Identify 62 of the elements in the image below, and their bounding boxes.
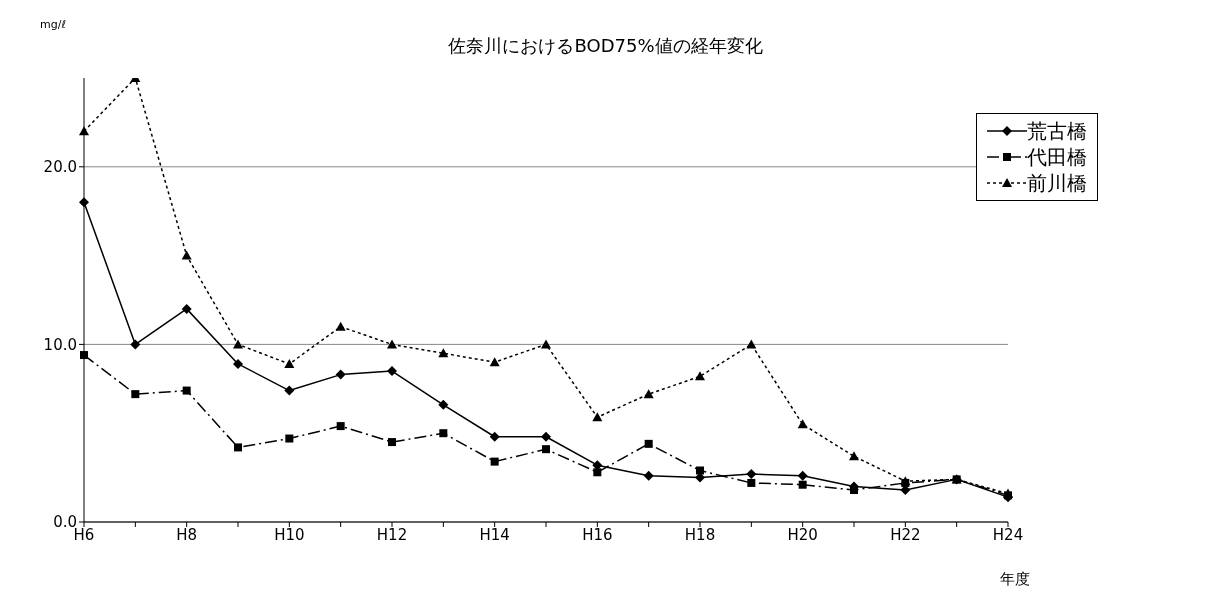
point xyxy=(592,412,603,422)
point xyxy=(489,357,500,367)
point xyxy=(80,351,88,360)
legend-label: 前川橋 xyxy=(1027,169,1087,197)
point xyxy=(234,443,242,452)
point xyxy=(79,197,89,208)
point xyxy=(335,321,346,331)
point xyxy=(439,429,448,438)
point xyxy=(490,457,499,466)
point xyxy=(233,358,243,369)
y-axis-title: mg/ℓ xyxy=(40,18,66,31)
x-tick-label: H20 xyxy=(787,525,818,544)
point xyxy=(542,445,550,454)
point xyxy=(541,431,551,442)
x-tick-label: H14 xyxy=(479,525,510,544)
point xyxy=(746,339,757,349)
legend-label: 荒古橋 xyxy=(1027,117,1087,145)
y-tick-label: 10.0 xyxy=(43,335,77,354)
point xyxy=(696,466,704,475)
point xyxy=(850,486,858,495)
point xyxy=(438,348,449,358)
point xyxy=(798,480,807,489)
point xyxy=(181,303,192,314)
x-tick-label: H10 xyxy=(274,525,305,544)
point xyxy=(130,339,141,350)
point xyxy=(285,434,294,443)
point xyxy=(233,339,243,349)
point xyxy=(335,369,346,380)
point xyxy=(336,422,345,431)
point xyxy=(747,478,756,487)
point xyxy=(181,250,192,260)
legend-label: 代田橋 xyxy=(1027,143,1087,171)
chart-title: 佐奈川におけるBOD75%値の経年変化 xyxy=(447,34,764,58)
point xyxy=(387,366,397,377)
x-tick-label: H18 xyxy=(684,525,716,544)
point xyxy=(388,438,396,447)
point xyxy=(695,371,705,381)
point xyxy=(489,431,500,442)
point xyxy=(182,386,191,395)
point xyxy=(79,126,89,136)
point xyxy=(849,451,859,461)
point xyxy=(797,419,808,429)
point xyxy=(643,389,654,399)
point xyxy=(644,439,653,448)
point xyxy=(900,485,911,496)
point xyxy=(438,399,449,410)
point xyxy=(284,385,295,396)
x-tick-label: H22 xyxy=(890,525,921,544)
point xyxy=(284,358,295,368)
point xyxy=(746,469,757,480)
point xyxy=(593,468,602,477)
point xyxy=(131,390,140,399)
x-tick-label: H12 xyxy=(376,525,408,544)
x-axis-title: 年度 xyxy=(1000,570,1030,588)
point xyxy=(541,339,551,349)
point xyxy=(387,339,397,349)
x-tick-label: H8 xyxy=(176,525,198,544)
y-tick-label: 20.0 xyxy=(43,158,77,177)
x-tick-label: H16 xyxy=(582,525,613,544)
point xyxy=(643,470,654,481)
point xyxy=(797,470,808,481)
x-tick-label: H24 xyxy=(992,525,1024,544)
